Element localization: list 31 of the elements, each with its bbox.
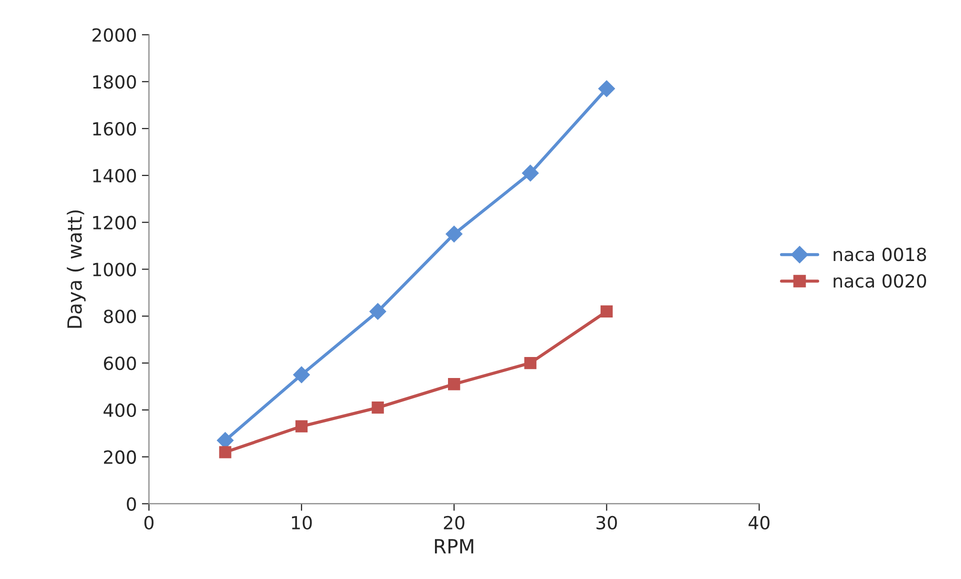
y-tick-label: 400 [104,403,136,418]
legend-label: naca 0020 [834,274,926,288]
point [600,305,613,318]
y-tick-label: 0 [126,497,136,511]
point [446,226,462,242]
x-axis-title: RPM [434,539,474,554]
x-tick-label: 0 [144,516,154,530]
point [522,164,539,182]
x-tick-label: 40 [748,516,770,530]
y-tick-label: 1600 [93,122,136,136]
point [295,420,308,432]
y-tick-label: 600 [104,356,136,370]
point [369,303,386,320]
x-tick-label: 20 [444,516,464,530]
point [524,356,536,370]
y-axis-title: Daya ( watt) [66,210,86,328]
y-tick-label: 1000 [93,262,136,276]
x-tick-label: 30 [596,516,617,530]
x-tick-label: 10 [292,516,312,530]
point [293,366,310,384]
y-tick-label: 2000 [92,28,136,42]
legend-label: naca 0018 [834,248,926,262]
point [598,80,616,98]
y-tick-label: 800 [104,310,136,324]
y-tick-label: 1200 [93,216,136,230]
y-tick-label: 1800 [93,75,136,89]
y-tick-label: 200 [104,450,136,464]
y-tick-label: 1400 [93,168,136,183]
point [219,446,232,458]
point [372,402,384,414]
point [448,378,460,390]
